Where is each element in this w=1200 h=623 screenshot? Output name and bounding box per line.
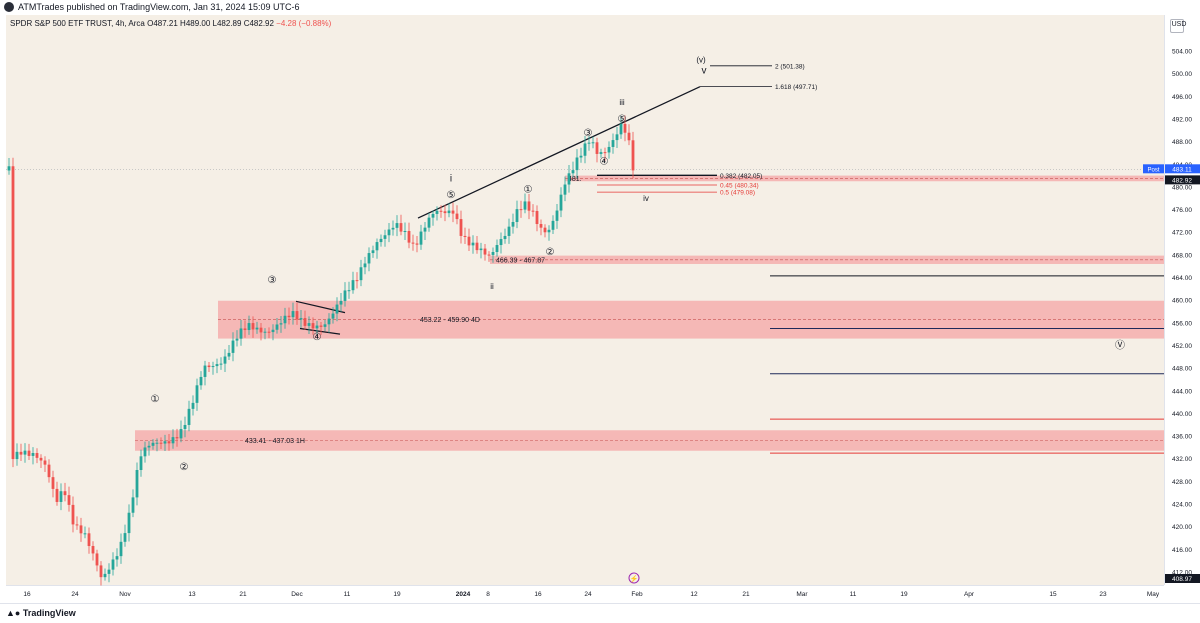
price-axis[interactable] — [1164, 15, 1200, 585]
tradingview-logo: ▲● TradingView — [6, 608, 76, 618]
publish-bar: ATMTrades published on TradingView.com, … — [0, 0, 1200, 14]
ohlc-close: C482.92 — [243, 19, 274, 28]
footer-bar: ▲● TradingView — [0, 603, 1200, 623]
settings-icon[interactable] — [1170, 19, 1184, 33]
ohlc-low: L482.89 — [212, 19, 242, 28]
time-axis[interactable] — [6, 585, 1164, 602]
symbol-name[interactable]: SPDR S&P 500 ETF TRUST, 4h, Arca — [10, 19, 145, 28]
ohlc-change: −4.28 (−0.88%) — [276, 19, 332, 28]
ohlc-open: O487.21 — [147, 19, 178, 28]
symbol-legend[interactable]: SPDR S&P 500 ETF TRUST, 4h, Arca O487.21… — [10, 19, 331, 28]
publish-info: ATMTrades published on TradingView.com, … — [18, 2, 300, 12]
tradingview-brand: TradingView — [22, 608, 76, 618]
author-avatar-icon — [4, 2, 14, 12]
chart-pane[interactable] — [6, 15, 1164, 585]
ohlc-high: H489.00 — [180, 19, 211, 28]
